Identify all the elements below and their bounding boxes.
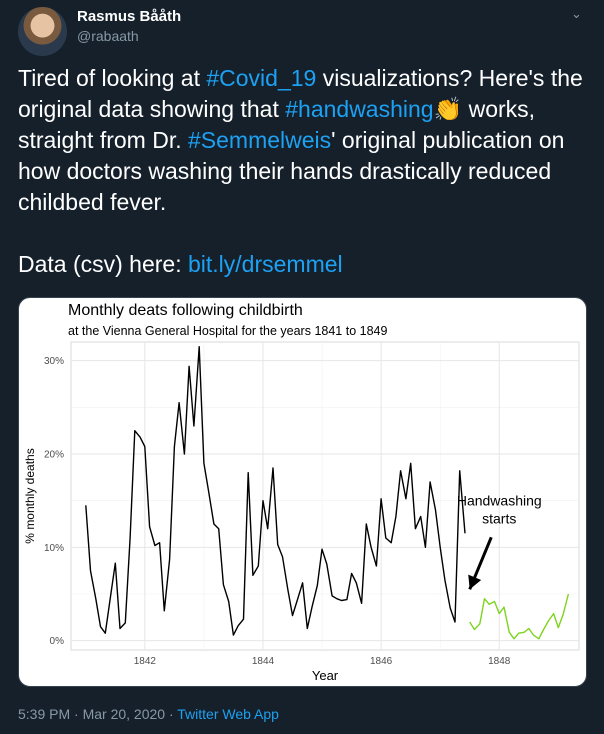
tweet-text-part: Tired of looking at [18,65,207,91]
tweet-text-part: works, straight from Dr. [18,96,536,153]
x-tick-label: 1844 [252,656,275,667]
tweet-footer: 5:39 PM · Mar 20, 2020 · Twitter Web App [18,706,279,722]
hashtag-handwashing[interactable]: #handwashing [285,96,434,122]
y-tick-label: 20% [44,450,64,461]
source-app[interactable]: Twitter Web App [177,706,279,722]
footer-separator: · [165,706,178,722]
series-line-before [85,346,466,636]
chart-title: Monthly deats following childbirth [68,302,303,319]
y-tick-label: 30% [44,356,64,367]
data-line: Data (csv) here: bit.ly/drsemmel [18,249,598,280]
y-tick-label: 10% [44,543,64,554]
y-tick-label: 0% [50,636,65,647]
timestamp[interactable]: 5:39 PM · Mar 20, 2020 [18,706,166,722]
plot-panel [70,341,580,651]
line-chart: Monthly deats following childbirth at the… [23,302,580,683]
x-tick-label: 1848 [488,656,511,667]
chart-subtitle: at the Vienna General Hospital for the y… [68,324,387,338]
chevron-down-icon[interactable]: ⌄ [571,6,582,21]
hashtag-semmelweis[interactable]: #Semmelweis [187,127,332,153]
annotation-arrowhead [468,574,482,590]
x-tick-label: 1846 [370,656,393,667]
annotation-text: starts [482,510,516,526]
user-handle[interactable]: @rabaath [77,28,139,44]
hashtag-covid[interactable]: #Covid_19 [206,65,317,91]
avatar[interactable] [18,7,67,56]
x-tick-label: 1842 [134,656,157,667]
chart-image-card[interactable]: Monthly deats following childbirth at the… [18,297,587,687]
data-link[interactable]: bit.ly/drsemmel [188,251,343,277]
y-axis-label: % monthly deaths [23,448,37,543]
series-line-after [469,593,570,640]
tweet-text-part: visualizations? Here's the original data… [18,65,583,122]
data-label: Data (csv) here: [18,251,188,277]
annotation-text: Handwashing [457,492,542,508]
user-name[interactable]: Rasmus Bååth [77,8,182,25]
tweet-text: Tired of looking at #Covid_19 visualizat… [18,63,598,280]
x-axis-label: Year [312,668,339,683]
tweet-text-part: ' original publication on how doctors wa… [18,127,565,215]
clapping-hands-emoji: 👏 [433,96,463,122]
